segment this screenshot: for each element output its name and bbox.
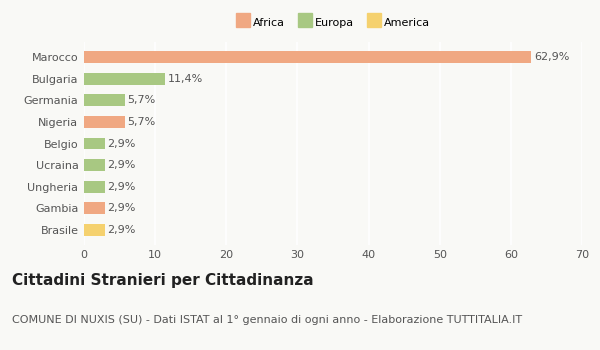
Bar [84, 181, 104, 192]
Bar [84, 116, 125, 128]
Bar [84, 159, 104, 171]
Text: 2,9%: 2,9% [107, 182, 136, 192]
Bar [84, 94, 125, 106]
Legend: Africa, Europa, America: Africa, Europa, America [232, 13, 434, 33]
Bar [84, 73, 165, 85]
Bar [84, 51, 532, 63]
Text: 2,9%: 2,9% [107, 139, 136, 148]
Text: 2,9%: 2,9% [107, 160, 136, 170]
Text: 2,9%: 2,9% [107, 225, 136, 235]
Text: 62,9%: 62,9% [535, 52, 570, 62]
Text: COMUNE DI NUXIS (SU) - Dati ISTAT al 1° gennaio di ogni anno - Elaborazione TUTT: COMUNE DI NUXIS (SU) - Dati ISTAT al 1° … [12, 315, 522, 325]
Text: Cittadini Stranieri per Cittadinanza: Cittadini Stranieri per Cittadinanza [12, 273, 314, 288]
Bar [84, 202, 104, 214]
Text: 5,7%: 5,7% [127, 117, 155, 127]
Text: 2,9%: 2,9% [107, 203, 136, 213]
Bar [84, 138, 104, 149]
Text: 11,4%: 11,4% [168, 74, 203, 84]
Bar [84, 224, 104, 236]
Text: 5,7%: 5,7% [127, 95, 155, 105]
